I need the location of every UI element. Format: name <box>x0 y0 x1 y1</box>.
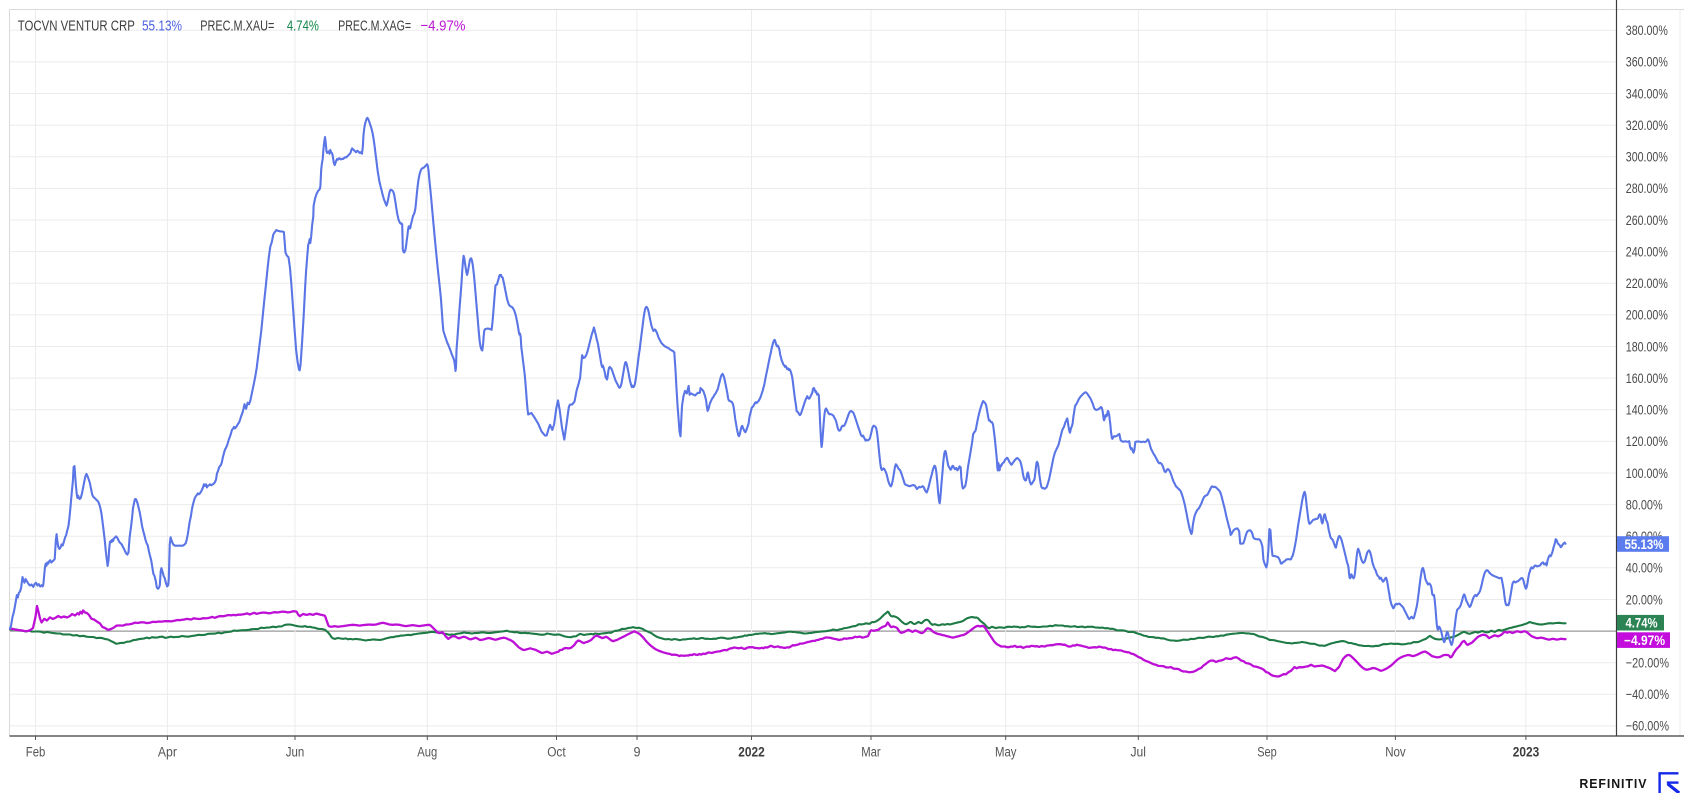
svg-text:2023: 2023 <box>1513 745 1540 761</box>
svg-text:−40.00%: −40.00% <box>1626 687 1669 703</box>
svg-text:4.74%: 4.74% <box>1626 616 1658 631</box>
svg-text:100.00%: 100.00% <box>1626 466 1668 482</box>
svg-text:TOCVN VENTUR CRP: TOCVN VENTUR CRP <box>18 18 135 35</box>
svg-text:9: 9 <box>634 745 641 761</box>
svg-text:80.00%: 80.00% <box>1626 497 1663 513</box>
svg-text:180.00%: 180.00% <box>1626 339 1668 355</box>
svg-text:55.13%: 55.13% <box>142 18 182 35</box>
svg-text:−20.00%: −20.00% <box>1626 656 1669 672</box>
svg-text:200.00%: 200.00% <box>1626 308 1668 324</box>
svg-text:220.00%: 220.00% <box>1626 276 1668 292</box>
svg-text:4.74%: 4.74% <box>287 18 319 35</box>
svg-text:−60.00%: −60.00% <box>1626 719 1669 735</box>
svg-text:Jun: Jun <box>286 745 305 761</box>
svg-text:−4.97%: −4.97% <box>1624 633 1665 648</box>
svg-text:Aug: Aug <box>417 745 437 761</box>
svg-text:280.00%: 280.00% <box>1626 181 1668 197</box>
svg-text:REFINITIV: REFINITIV <box>1579 776 1647 791</box>
svg-text:May: May <box>995 745 1017 761</box>
svg-text:340.00%: 340.00% <box>1626 86 1668 102</box>
svg-text:300.00%: 300.00% <box>1626 150 1668 166</box>
svg-text:−4.97%: −4.97% <box>421 18 466 35</box>
svg-text:Oct: Oct <box>547 745 566 761</box>
svg-text:PREC.M.XAU=: PREC.M.XAU= <box>200 18 274 35</box>
svg-text:240.00%: 240.00% <box>1626 244 1668 260</box>
svg-text:PREC.M.XAG=: PREC.M.XAG= <box>338 18 411 35</box>
svg-text:120.00%: 120.00% <box>1626 434 1668 450</box>
svg-text:Apr: Apr <box>158 745 177 761</box>
svg-text:2022: 2022 <box>738 745 765 761</box>
svg-text:160.00%: 160.00% <box>1626 371 1668 387</box>
svg-text:260.00%: 260.00% <box>1626 213 1668 229</box>
svg-text:140.00%: 140.00% <box>1626 403 1668 419</box>
svg-text:Jul: Jul <box>1131 745 1147 761</box>
svg-text:40.00%: 40.00% <box>1626 561 1663 577</box>
svg-text:Mar: Mar <box>861 745 881 761</box>
svg-text:55.13%: 55.13% <box>1625 537 1664 552</box>
svg-text:360.00%: 360.00% <box>1626 55 1668 71</box>
svg-text:Sep: Sep <box>1257 745 1277 761</box>
svg-text:Nov: Nov <box>1385 745 1406 761</box>
svg-text:320.00%: 320.00% <box>1626 118 1668 134</box>
svg-text:Feb: Feb <box>26 745 46 761</box>
svg-text:20.00%: 20.00% <box>1626 592 1663 608</box>
svg-text:380.00%: 380.00% <box>1626 23 1668 39</box>
